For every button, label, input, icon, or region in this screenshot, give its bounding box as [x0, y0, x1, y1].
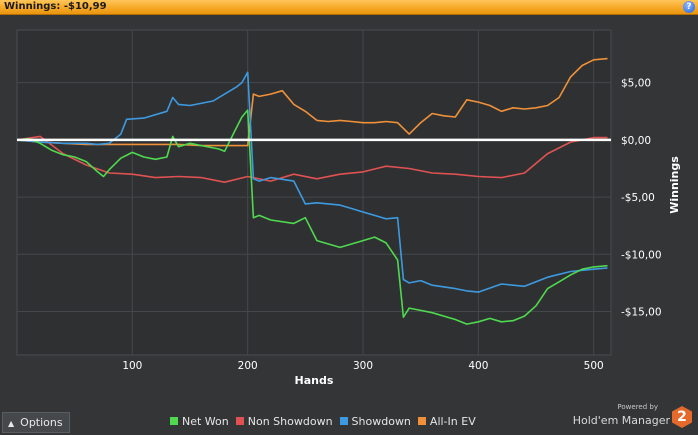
series-layer [16, 57, 608, 325]
legend-label: All-In EV [429, 415, 476, 428]
legend-label: Showdown [351, 415, 411, 428]
tick-labels: 100 200 300 400 500 $5,00 $0,00 -$5,00 -$10,00 -$… [122, 78, 661, 372]
legend-swatch [170, 417, 178, 425]
legend-item[interactable]: Non Showdown [235, 415, 333, 428]
legend-label: Non Showdown [247, 415, 333, 428]
title-bar: Winnings: -$10,99 ? [0, 0, 698, 15]
series-line-net-won [16, 109, 608, 325]
x-tick-label: 200 [238, 360, 258, 372]
series-line-all-in-ev [16, 57, 608, 147]
winnings-title: Winnings: -$10,99 [4, 1, 107, 12]
product-name: Hold'em Manager [572, 414, 670, 427]
y-tick-label: $0,00 [621, 135, 651, 147]
winnings-chart: 100 200 300 400 500 $5,00 $0,00 -$5,00 -$10,00 -$… [16, 29, 681, 387]
powered-by-text: Powered by [617, 403, 658, 411]
y-tick-label: -$15,00 [621, 307, 662, 319]
legend-swatch [417, 417, 426, 425]
series-line-showdown [16, 71, 608, 293]
options-button[interactable]: ▲ Options [2, 412, 70, 433]
legend-label: Net Won [182, 415, 229, 428]
series-line-non-showdown [16, 135, 608, 183]
legend-swatch [339, 417, 348, 425]
chart-legend: Net Won Non Showdown Showdown All-In EV [170, 415, 483, 429]
caret-up-icon: ▲ [8, 419, 15, 428]
branding: Powered by Hold'em Manager 2 [562, 403, 696, 433]
legend-item[interactable]: All-In EV [417, 415, 476, 428]
y-axis-label: Winnings [668, 156, 681, 214]
winnings-label: Winnings: [4, 1, 61, 12]
options-label: Options [20, 416, 63, 429]
help-icon[interactable]: ? [683, 1, 695, 13]
x-tick-label: 400 [468, 360, 488, 372]
x-tick-label: 100 [122, 360, 142, 372]
legend-item[interactable]: Net Won [170, 415, 229, 428]
x-axis-label: Hands [295, 374, 334, 387]
legend-swatch [235, 417, 244, 425]
plot-area [16, 29, 612, 356]
x-tick-label: 500 [584, 360, 604, 372]
legend-item[interactable]: Showdown [339, 415, 411, 428]
y-tick-label: -$10,00 [621, 249, 662, 261]
y-tick-label: $5,00 [621, 78, 651, 90]
winnings-value: -$10,99 [63, 1, 107, 12]
x-tick-label: 300 [353, 360, 373, 372]
y-tick-label: -$5,00 [621, 192, 655, 204]
hem-logo-icon: 2 [672, 406, 692, 428]
